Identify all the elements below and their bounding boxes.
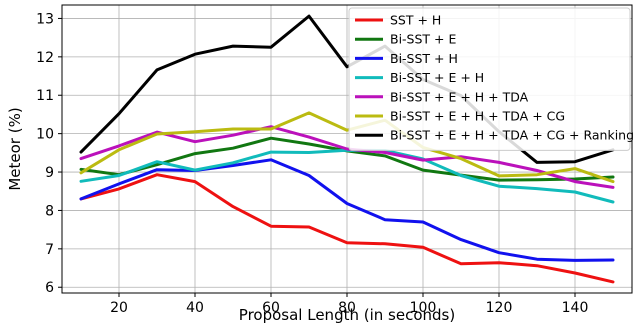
x-axis-ticks: 20 40 60 80 100 120 140 [110, 293, 588, 316]
x-tick-label: 20 [110, 300, 128, 316]
x-tick-label: 100 [410, 300, 437, 316]
y-tick-label: 8 [45, 203, 54, 219]
legend-label: Bi-SST + E + H + TDA + CG [390, 109, 565, 124]
legend-label: Bi-SST + E + H + TDA + CG + Ranking [390, 128, 634, 143]
y-tick-label: 6 [45, 280, 54, 296]
legend-label: Bi-SST + E [390, 32, 456, 47]
series-line-6 [79, 111, 615, 184]
legend-label: SST + H [390, 13, 441, 28]
legend: SST + H Bi-SST + E Bi-SST + H Bi-SST + E + … [348, 7, 634, 151]
y-tick-label: 12 [36, 50, 54, 66]
y-tick-label: 9 [45, 165, 54, 181]
x-tick-label: 40 [186, 300, 204, 316]
x-tick-label: 120 [486, 300, 513, 316]
series-line-7 [79, 14, 615, 164]
y-axis-ticks: 6 7 8 9 10 11 12 13 [36, 11, 62, 296]
x-tick-label: 140 [562, 300, 589, 316]
y-tick-label: 13 [36, 11, 54, 27]
x-tick-label: 60 [262, 300, 280, 316]
series-line-5 [79, 125, 615, 189]
y-tick-label: 10 [36, 127, 54, 143]
x-axis-label: Proposal Length (in seconds) [239, 306, 455, 324]
y-tick-label: 11 [36, 88, 54, 104]
legend-label: Bi-SST + E + H + TDA [390, 89, 529, 104]
y-axis-label: Meteor (%) [6, 107, 24, 190]
legend-box [348, 7, 631, 151]
series-line-3 [79, 158, 615, 262]
series-line-1 [79, 173, 615, 284]
legend-label: Bi-SST + H [390, 51, 458, 66]
series-lines [79, 14, 615, 284]
y-tick-label: 7 [45, 242, 54, 258]
x-tick-label: 80 [338, 300, 356, 316]
legend-label: Bi-SST + E + H [390, 70, 484, 85]
